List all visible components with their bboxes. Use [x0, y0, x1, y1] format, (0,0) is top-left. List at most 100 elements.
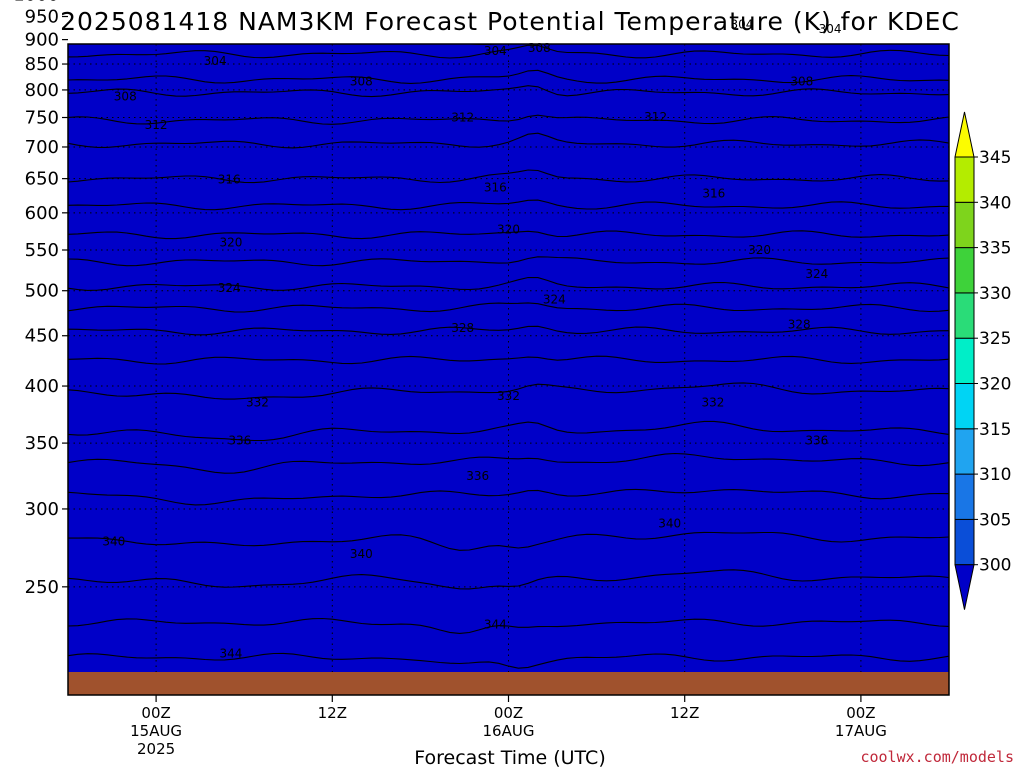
contour-label-316: 316 [702, 186, 725, 200]
contour-label-320: 320 [497, 223, 520, 237]
contour-label-308: 308 [350, 74, 373, 88]
contour-label-340: 340 [350, 547, 373, 561]
y-tick-label-250: 250 [25, 577, 59, 598]
contour-338 [68, 488, 949, 506]
colorbar-label-325: 325 [979, 329, 1011, 349]
contour-label-304: 304 [819, 22, 842, 36]
x-tick-label-0-0: 00Z [141, 704, 170, 722]
contour-318 [68, 199, 949, 211]
contour-label-340: 340 [658, 516, 681, 530]
colorbar-band-310 [954, 428, 975, 475]
y-tick-label-350: 350 [25, 433, 59, 454]
contour-label-324: 324 [218, 281, 241, 295]
contour-label-304: 304 [204, 54, 227, 68]
colorbar-band-335 [954, 201, 975, 249]
color-bands [68, 44, 949, 695]
contour-label-316: 316 [484, 180, 507, 194]
colorbar-band-315 [954, 383, 975, 430]
colorbar-label-310: 310 [979, 465, 1011, 485]
y-tick-label-650: 650 [25, 169, 59, 190]
y-tick-label-600: 600 [25, 203, 59, 224]
chart-title: 2025081418 NAM3KM Forecast Potential Tem… [60, 7, 960, 36]
y-tick-label-700: 700 [25, 137, 59, 158]
x-axis-label: Forecast Time (UTC) [414, 747, 605, 768]
colorbar-label-305: 305 [979, 510, 1011, 530]
colorbar-label-330: 330 [979, 284, 1011, 304]
colorbar-label-345: 345 [979, 148, 1011, 168]
colorbar-label-315: 315 [979, 420, 1011, 440]
x-tick-label-2-0: 00Z [494, 704, 523, 722]
x-tick-label-3-0: 12Z [670, 704, 699, 722]
x-tick-label-4-1: 17AUG [835, 722, 887, 740]
contour-label-320: 320 [220, 235, 243, 249]
y-tick-label-850: 850 [25, 54, 59, 75]
contour-label-316: 316 [218, 172, 241, 186]
band-300 [68, 44, 949, 672]
y-tick-label-500: 500 [25, 281, 59, 302]
ground-surface [68, 672, 949, 695]
contour-labels: 344 344 340 340 340 336 336 336 332 332 332 328 328 3… [102, 18, 841, 661]
colorbar-label-320: 320 [979, 375, 1011, 395]
contour-lines [68, 44, 949, 669]
contour-label-336: 336 [466, 469, 489, 483]
colorbar-band-330 [954, 247, 975, 294]
contour-340 [68, 531, 949, 551]
cold-pool-0 [191, 666, 368, 672]
y-tick-label-900: 900 [25, 30, 59, 51]
contour-316 [68, 169, 949, 184]
contour-label-344: 344 [220, 646, 243, 660]
contour-label-312: 312 [451, 111, 474, 125]
contour-306 [68, 44, 949, 59]
contour-label-336: 336 [805, 434, 828, 448]
credit-text: coolwx.com/models [860, 748, 1014, 766]
contour-322 [68, 256, 949, 267]
y-axis: 250 300 350 400 450 500 550 600 650 700 750 800 850 9… [13, 0, 68, 598]
y-tick-label-950: 950 [25, 7, 59, 28]
contour-label-332: 332 [701, 395, 724, 409]
contour-314 [68, 132, 949, 149]
contour-label-344: 344 [484, 617, 507, 631]
colorbar-label-340: 340 [979, 193, 1011, 213]
colorbar-label-300: 300 [979, 556, 1011, 576]
contour-label-304: 304 [731, 18, 754, 32]
x-tick-label-1-0: 12Z [318, 704, 347, 722]
y-tick-label-1000: 1000 [13, 0, 59, 6]
contour-label-308: 308 [528, 41, 551, 55]
x-tick-label-0-2: 2025 [137, 740, 175, 758]
contour-label-308: 308 [790, 74, 813, 88]
colorbar: 300 305 310 315 320 325 330 335 340 345 [954, 111, 1011, 610]
grid-lines [68, 44, 949, 695]
contour-308 [68, 69, 949, 84]
y-tick-label-400: 400 [25, 376, 59, 397]
x-tick-label-2-1: 16AUG [483, 722, 535, 740]
cold-pool-1 [517, 665, 720, 672]
contour-336 [68, 452, 949, 474]
y-tick-label-800: 800 [25, 80, 59, 101]
contour-344 [68, 617, 949, 634]
colorbar-band-325 [954, 292, 975, 339]
contour-334 [68, 420, 949, 442]
x-tick-label-0-1: 15AUG [130, 722, 182, 740]
contour-label-332: 332 [246, 395, 269, 409]
colorbar-band-300 [954, 518, 975, 566]
plot-area [68, 44, 949, 695]
contour-label-328: 328 [788, 317, 811, 331]
colorbar-label-335: 335 [979, 239, 1011, 259]
contour-label-324: 324 [543, 292, 566, 306]
contour-label-328: 328 [451, 321, 474, 335]
colorbar-min-arrow [954, 564, 975, 610]
contour-328 [68, 325, 949, 336]
contour-324 [68, 276, 949, 291]
colorbar-band-305 [954, 473, 975, 520]
contour-label-336: 336 [228, 434, 251, 448]
y-tick-label-550: 550 [25, 240, 59, 261]
y-tick-label-300: 300 [25, 499, 59, 520]
contour-label-312: 312 [644, 110, 667, 124]
y-tick-label-450: 450 [25, 326, 59, 347]
contour-label-320: 320 [748, 243, 771, 257]
contour-label-308: 308 [114, 89, 137, 103]
colorbar-band-320 [954, 337, 975, 385]
colorbar-max-arrow [954, 111, 975, 158]
